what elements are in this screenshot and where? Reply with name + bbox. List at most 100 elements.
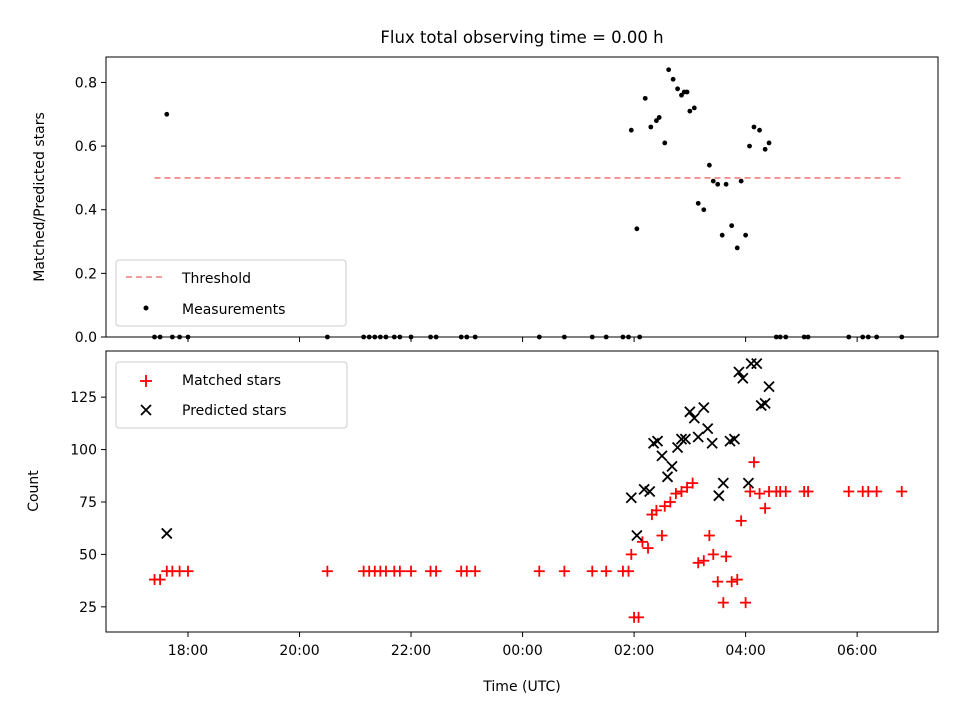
matched-star-point [871, 486, 883, 497]
measurement-point [675, 86, 680, 92]
bottom-y-tick-label: 50 [79, 547, 97, 563]
matched-star-point [780, 486, 792, 497]
matched-star-point [759, 502, 771, 514]
measurement-point [762, 146, 768, 152]
bottom-panel: 25 50 75 100 125 18:00 20:00 22:00 00:00 02:00 04… [26, 350, 939, 695]
chart-title: Flux total observing time = 0.00 h [380, 28, 663, 47]
matched-star-point [650, 504, 662, 516]
matched-star-point [748, 456, 760, 468]
measurements-legend-swatch [143, 305, 149, 311]
matched-star-point [405, 565, 417, 577]
predicted-star-point [661, 471, 674, 483]
matched-star-point [623, 565, 635, 577]
predicted-star-point [666, 460, 678, 472]
bottom-y-tick-label: 100 [70, 443, 97, 459]
measurement-point [865, 334, 871, 340]
measurement-point [723, 181, 729, 187]
top-y-tick-label: 0.6 [75, 139, 97, 155]
measurement-point [366, 334, 372, 340]
matched-star-point [754, 488, 766, 500]
predicted-star-point [713, 490, 725, 502]
matched-star-point [681, 481, 693, 493]
matched-star-point [740, 597, 752, 609]
matched-legend-label: Matched stars [182, 373, 281, 389]
measurement-point [324, 334, 330, 340]
predicted-star-point [745, 357, 757, 370]
matched-star-point [720, 551, 732, 563]
matched-star-point [703, 530, 715, 542]
measurement-point [706, 162, 712, 168]
measurement-point [757, 127, 762, 133]
predicted-star-point [733, 366, 745, 378]
matched-star-point [636, 536, 648, 548]
matched-star-point [659, 500, 671, 512]
matched-star-point [712, 576, 724, 588]
bottom-y-ticks: 25 50 75 100 125 [70, 390, 106, 616]
matched-star-point [625, 548, 637, 560]
measurement-point [773, 334, 779, 340]
measurements-legend-label: Measurements [182, 302, 285, 318]
measurement-point [408, 334, 414, 340]
matched-star-point [896, 486, 908, 497]
predicted-star-point [751, 357, 763, 370]
top-y-tick-label: 0.8 [75, 75, 97, 91]
predicted-star-point [675, 433, 688, 445]
predicted-star-point [656, 450, 668, 462]
bottom-y-tick-label: 75 [79, 495, 97, 511]
measurement-point [177, 334, 183, 340]
predicted-star-point [692, 431, 704, 443]
matched-star-point [670, 488, 682, 500]
measurement-point [860, 334, 866, 340]
measurement-point [656, 115, 662, 120]
measurement-point [642, 95, 648, 101]
measurement-point [397, 334, 403, 340]
bottom-legend-box [115, 361, 348, 429]
measurement-point [164, 111, 170, 117]
measurement-point [670, 76, 676, 82]
top-legend: Threshold Measurements [115, 259, 347, 327]
measurement-point [734, 245, 740, 251]
measurement-point [801, 334, 807, 340]
bottom-x-tick-label: 00:00 [502, 643, 542, 659]
predicted-star-point [717, 477, 729, 489]
matched-star-point [698, 555, 710, 567]
measurement-point [747, 143, 752, 149]
top-y-tick-label: 0.4 [75, 203, 97, 219]
matched-star-point [744, 486, 756, 497]
matched-star-point [664, 496, 676, 508]
measurement-point [377, 334, 383, 340]
threshold-legend-label: Threshold [181, 271, 251, 287]
measurement-point [743, 232, 749, 238]
predicted-star-point [728, 433, 741, 445]
measurement-point [152, 334, 157, 340]
top-legend-box [115, 259, 347, 327]
measurement-point [666, 67, 672, 73]
matched-star-point [321, 565, 333, 577]
predicted-star-point [763, 381, 775, 393]
measurement-point [433, 334, 439, 340]
measurement-point [751, 124, 757, 130]
predicted-star-point [759, 397, 771, 410]
top-y-axis-label: Matched/Predicted stars [32, 112, 48, 282]
matched-star-point [687, 477, 699, 489]
predicted-star-point [631, 529, 643, 542]
predicted-legend-swatch [140, 404, 152, 416]
predicted-star-point [679, 433, 692, 445]
predicted-star-point [644, 485, 656, 498]
measurement-point [157, 334, 163, 340]
top-plot-frame [105, 56, 939, 338]
measurement-points [152, 67, 905, 340]
predicted-star-point [706, 437, 718, 449]
measurement-point [695, 200, 701, 206]
top-y-tick-label: 0.2 [75, 266, 97, 282]
bottom-x-tick-label: 04:00 [725, 643, 765, 659]
matched-star-point [182, 565, 194, 577]
matched-star-point [600, 565, 612, 577]
matched-star-point [469, 565, 481, 577]
bottom-x-tick-label: 20:00 [279, 643, 319, 659]
predicted-star-point [625, 492, 637, 504]
predicted-star-point [684, 406, 696, 418]
measurement-point [777, 334, 783, 340]
top-x-ticks [187, 337, 858, 342]
measurement-point [383, 334, 389, 340]
